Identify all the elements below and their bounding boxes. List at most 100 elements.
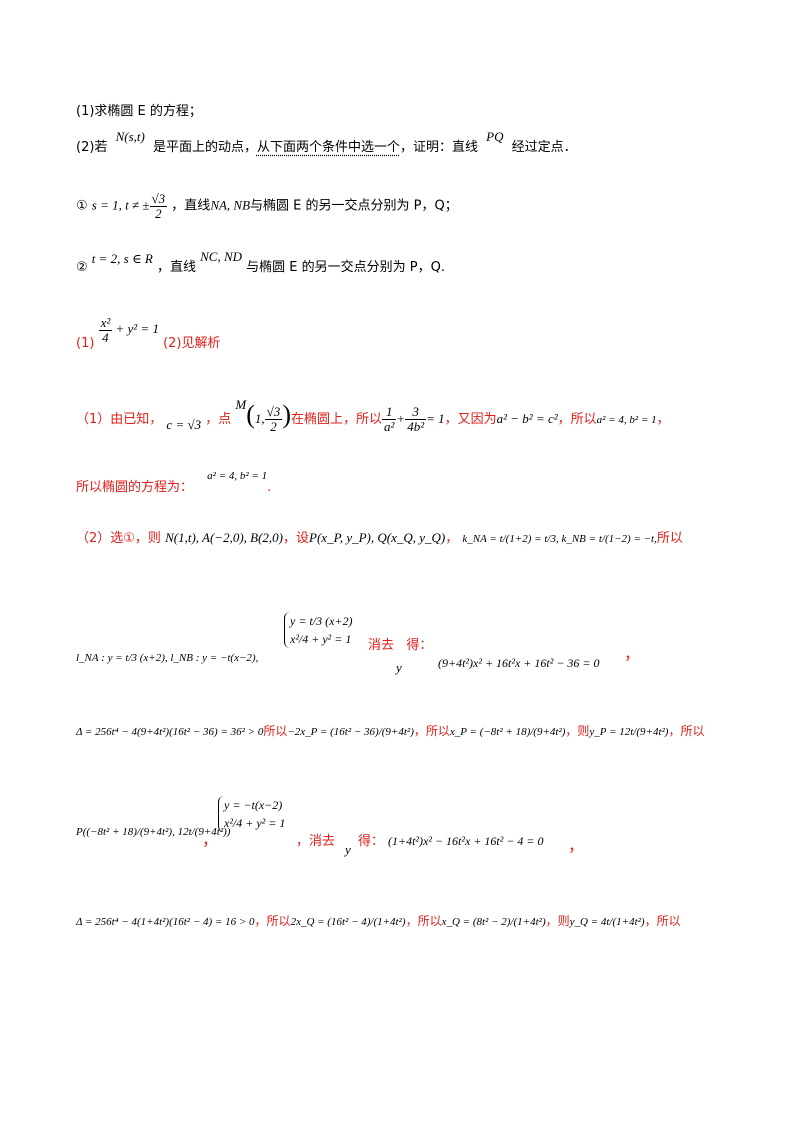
solution-delta-1: Δ = 256t⁴ − 4(9+4t²)(16t² − 36) = 36² > … — [76, 722, 704, 739]
s1-m-den: 2 — [270, 419, 277, 434]
condition-1-fraction: √3 2 — [149, 191, 168, 221]
s1-on-ellipse: 在椭圆上，所以 — [290, 412, 382, 427]
s6-system: y = −t(x−2) x²/4 + y² = 1 — [218, 796, 285, 832]
s4-result: (9+4t²)x² + 16t²x + 16t² − 36 = 0 — [438, 656, 600, 670]
s7-so-3: ，所以 — [644, 914, 681, 928]
s1-eq-term1: 1 a² — [382, 405, 397, 434]
q2-after: ，证明：直线 — [399, 140, 478, 155]
question-1: (1)求椭圆 E 的方程； — [76, 100, 202, 119]
q2-prefix: (2)若 — [76, 140, 108, 155]
s4-sys-eq1: y = t/3 (x+2) — [290, 614, 353, 628]
s6-sys-eq1: y = −t(x−2) — [224, 798, 283, 812]
condition-2: ② t = 2, s ∈ R ，直线 NC, ND 与椭圆 E 的另一交点分别为… — [76, 249, 445, 275]
question-1-text: (1)求椭圆 E 的方程； — [76, 104, 202, 119]
answer-summary: (1) x² 4 + y² = 1 (2)见解析 — [76, 316, 221, 358]
q2-end: 经过定点． — [511, 140, 577, 155]
s5-yp: y_P = 12t/(9+4t²) — [589, 726, 669, 738]
s3-points: N(1,t), A(−2,0), B(2,0) — [165, 530, 284, 545]
s4-system: y = t/3 (x+2) x²/4 + y² = 1 — [284, 612, 353, 648]
s4-get: 得： — [406, 638, 433, 653]
s6-get: 得： — [358, 834, 385, 849]
s2-values: a² = 4, b² = 1 — [207, 470, 268, 482]
q2-point-n: N(s,t) — [115, 129, 145, 144]
s3-pq: P(x_P, y_P), Q(x_Q, y_Q) — [309, 530, 446, 545]
condition-1-text-a: ，直线 — [171, 198, 211, 214]
s5-delta: Δ = 256t⁴ − 4(9+4t²)(16t² − 36) = 36² > … — [76, 726, 264, 738]
s1-c-value: c = √3 — [166, 417, 202, 432]
answer-1-rest: + y² = 1 — [115, 321, 159, 337]
solution-delta-2: Δ = 256t⁴ − 4(1+4t²)(16t² − 4) = 16 > 0 ，… — [76, 912, 681, 929]
s6-elim: ，消去 — [296, 834, 336, 849]
s1-eq-d1: a² — [384, 419, 395, 434]
condition-1: ① s = 1, t ≠ ± √3 2 ，直线NA, NB与椭圆 E 的另一交点分别… — [76, 192, 458, 220]
q2-mid: 是平面上的动点， — [152, 140, 257, 155]
answer-2-label: (2)见解析 — [163, 336, 221, 352]
q2-emphasis: 从下面两个条件中选一个 — [256, 140, 400, 155]
s6-point-p: P((−8t² + 18)/(9+4t²), 12t/(9+4t²)) — [76, 826, 231, 838]
condition-1-lines: NA, NB — [210, 197, 251, 213]
c1-frac-den: 2 — [155, 205, 162, 221]
condition-2-lines: NC, ND — [200, 249, 243, 264]
s4-variable-y: y — [396, 660, 402, 675]
s3-comma: ， — [445, 531, 459, 546]
solution-1-result: 所以椭圆的方程为： a² = 4, b² = 1. — [76, 470, 272, 495]
answer-1-den: 4 — [102, 329, 109, 345]
s5-so-2: ，所以 — [413, 724, 450, 738]
s1-eq-rhs: = 1 — [426, 411, 445, 426]
s1-m-num: √3 — [264, 404, 283, 420]
c1-frac-num: √3 — [149, 191, 168, 207]
s5-so: 所以 — [263, 724, 288, 738]
s7-sum: 2x_Q = (16t² − 4)/(1+4t²) — [290, 916, 406, 928]
s6-end: ， — [568, 836, 585, 855]
s6-comma: ， — [202, 830, 219, 849]
s1-also: ，又因为 — [444, 412, 497, 427]
s1-point-m: M — [235, 397, 247, 412]
condition-2-mark: ② — [76, 260, 88, 275]
s7-then: ，则 — [545, 914, 570, 928]
solution-1-line: （1）由已知， c = √3 ，点 M(1, √3 2)在椭圆上，所以 1 a² +3 4b… — [76, 397, 670, 434]
s1-so: ，所以 — [557, 412, 597, 427]
condition-1-mark: ① — [76, 198, 88, 214]
s5-so-3: ，所以 — [668, 724, 705, 738]
s1-eq-d2: 4b² — [407, 419, 425, 434]
question-2: (2)若 N(s,t) 是平面上的动点，从下面两个条件中选一个，证明：直线 PQ… — [76, 129, 577, 155]
condition-2-text-b: 与椭圆 E 的另一交点分别为 P，Q. — [246, 260, 445, 275]
s1-values: a² = 4, b² = 1 — [596, 414, 657, 426]
s1-eq-term2: 3 4b² — [405, 405, 427, 434]
s4-elim: 消去 — [368, 638, 395, 653]
s6-result: (1+4t²)x² − 16t²x + 16t² − 4 = 0 — [388, 834, 544, 848]
s1-eq-n2: 3 — [405, 405, 427, 420]
s1-point-m-x: 1, — [254, 411, 265, 426]
s1-comma: ， — [656, 412, 670, 427]
s3-slopes: k_NA = t/(1+2) = t/3, k_NB = t/(1−2) = −… — [462, 533, 657, 545]
s4-sys-eq2: x²/4 + y² = 1 — [290, 632, 352, 646]
answer-1-label: (1) — [76, 336, 95, 352]
s3-let: ，设 — [283, 531, 310, 546]
s7-xq: x_Q = (8t² − 2)/(1+4t²) — [441, 916, 546, 928]
s5-xp: x_P = (−8t² + 18)/(9+4t²) — [449, 726, 566, 738]
s1-point-m-y: √3 2 — [264, 404, 283, 434]
s6-variable-y: y — [345, 842, 351, 857]
s7-delta: Δ = 256t⁴ − 4(1+4t²)(16t² − 4) = 16 > 0 — [76, 916, 255, 928]
s4-lines: l_NA : y = t/3 (x+2), l_NB : y = −t(x−2)… — [76, 652, 259, 664]
s3-so: 所以 — [656, 531, 683, 546]
s4-eliminate: 消去 得： — [368, 634, 432, 653]
condition-1-text-b: 与椭圆 E 的另一交点分别为 P，Q； — [250, 198, 458, 214]
condition-1-math: s = 1, t ≠ ± — [91, 197, 150, 213]
s2-end: . — [267, 480, 272, 495]
s5-then: ，则 — [565, 724, 590, 738]
condition-2-math: t = 2, s ∈ R — [91, 251, 153, 266]
s2-text: 所以椭圆的方程为： — [76, 480, 194, 495]
s7-yq: y_Q = 4t/(1+4t²) — [569, 916, 645, 928]
s4-end: ， — [624, 644, 641, 663]
s1-point-text: ，点 — [205, 412, 232, 427]
s5-sum: −2x_P = (16t² − 36)/(9+4t²) — [287, 726, 414, 738]
s3-intro: （2）选①，则 — [76, 531, 161, 546]
condition-2-text-a: ，直线 — [156, 260, 196, 275]
s6-sys-eq2: x²/4 + y² = 1 — [224, 816, 286, 830]
s1-eq-n1: 1 — [382, 405, 397, 420]
solution-2-setup: （2）选①，则 N(1,t), A(−2,0), B(2,0)，设P(x_P, … — [76, 527, 683, 546]
s7-so-2: ，所以 — [405, 914, 442, 928]
answer-1-equation: x² 4 + y² = 1 — [98, 316, 159, 344]
q2-line-pq: PQ — [486, 129, 504, 144]
